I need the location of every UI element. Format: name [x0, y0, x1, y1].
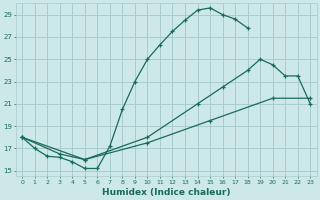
- X-axis label: Humidex (Indice chaleur): Humidex (Indice chaleur): [102, 188, 230, 197]
